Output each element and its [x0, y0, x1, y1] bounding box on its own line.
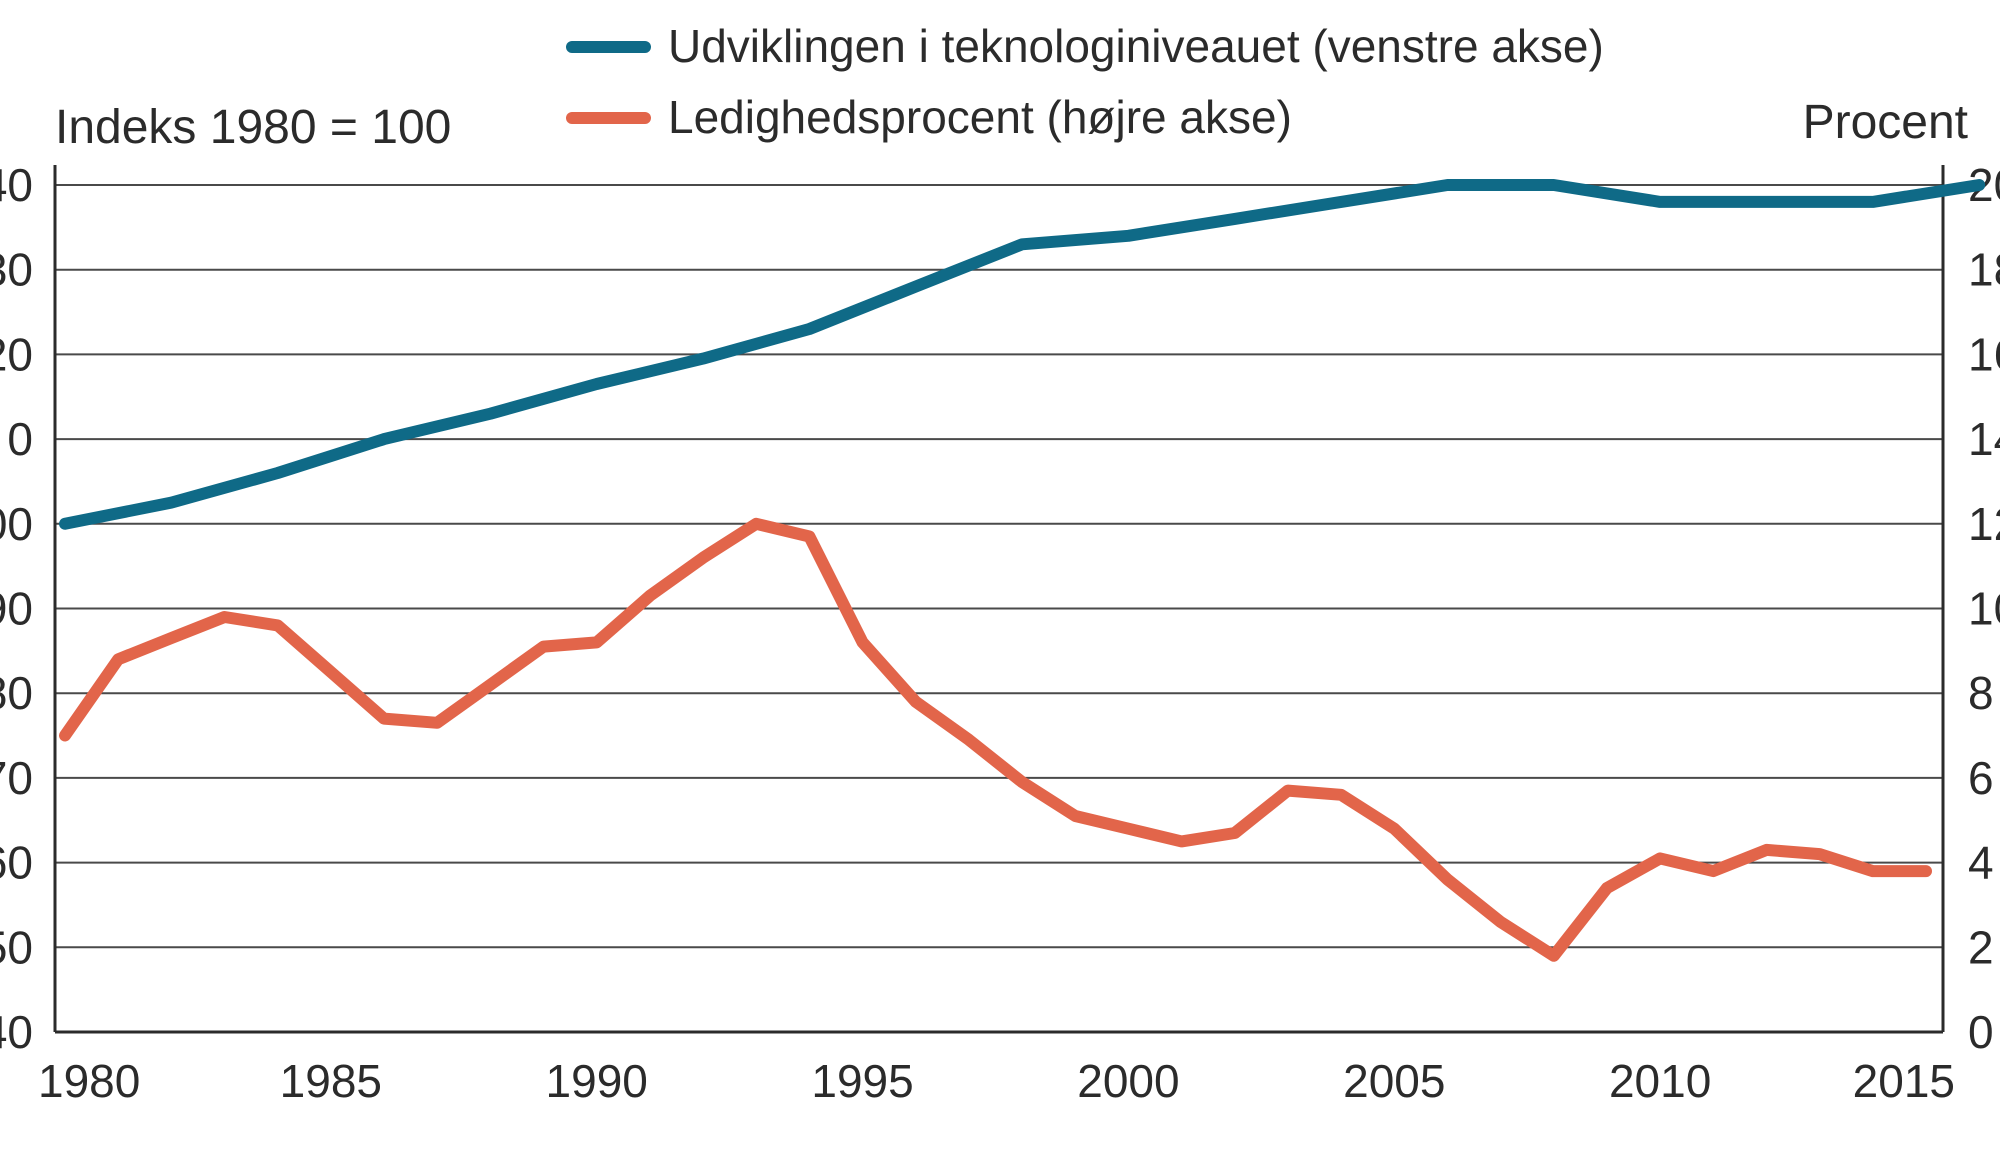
x-tick-label: 1990: [546, 1055, 648, 1107]
legend-label-technology: Udviklingen i teknologiniveauet (venstre…: [668, 20, 1604, 72]
x-tick-labels: 1980 1985 1990 1995 2000 2005 2010 2015: [38, 1055, 1955, 1107]
x-tick-label: 2015: [1853, 1055, 1955, 1107]
right-tick-label: 8: [1968, 667, 1994, 719]
legend: Udviklingen i teknologiniveauet (venstre…: [566, 20, 1604, 143]
legend-label-unemployment: Ledighedsprocent (højre akse): [668, 91, 1292, 143]
left-tick-label: 20: [0, 328, 33, 380]
series-line-technology: [59, 179, 1986, 530]
right-tick-labels: 02468101214161820: [1968, 159, 2000, 1058]
right-tick-label: 18: [1968, 244, 2000, 296]
grid: [55, 184, 1943, 949]
left-tick-labels: 405060708090000203040: [0, 159, 33, 1058]
left-tick-label: 0: [7, 413, 33, 465]
right-tick-label: 6: [1968, 752, 1994, 804]
right-tick-label: 12: [1968, 498, 2000, 550]
left-tick-label: 40: [0, 1006, 33, 1058]
x-tick-label: 1985: [280, 1055, 382, 1107]
right-axis-label: Procent: [1803, 96, 1968, 149]
x-tick-label: 2010: [1609, 1055, 1711, 1107]
left-axis-label: Indeks 1980 = 100: [55, 101, 451, 154]
x-tick-label: 2000: [1077, 1055, 1179, 1107]
right-tick-label: 2: [1968, 921, 1994, 973]
left-tick-label: 80: [0, 667, 33, 719]
left-tick-label: 00: [0, 498, 33, 550]
left-tick-label: 30: [0, 244, 33, 296]
right-tick-label: 10: [1968, 583, 2000, 635]
series-line-unemployment: [59, 517, 1932, 962]
right-tick-label: 14: [1968, 413, 2000, 465]
right-tick-label: 4: [1968, 837, 1994, 889]
left-tick-label: 90: [0, 583, 33, 635]
right-tick-label: 16: [1968, 328, 2000, 380]
axes: [53, 165, 1945, 1034]
left-tick-label: 40: [0, 159, 33, 211]
left-tick-label: 70: [0, 752, 33, 804]
x-tick-label: 2005: [1343, 1055, 1445, 1107]
right-tick-label: 0: [1968, 1006, 1994, 1058]
x-tick-label: 1995: [811, 1055, 913, 1107]
series-lines: [59, 179, 1986, 962]
x-tick-label: 1980: [38, 1055, 140, 1107]
left-tick-label: 50: [0, 921, 33, 973]
left-tick-label: 60: [0, 837, 33, 889]
